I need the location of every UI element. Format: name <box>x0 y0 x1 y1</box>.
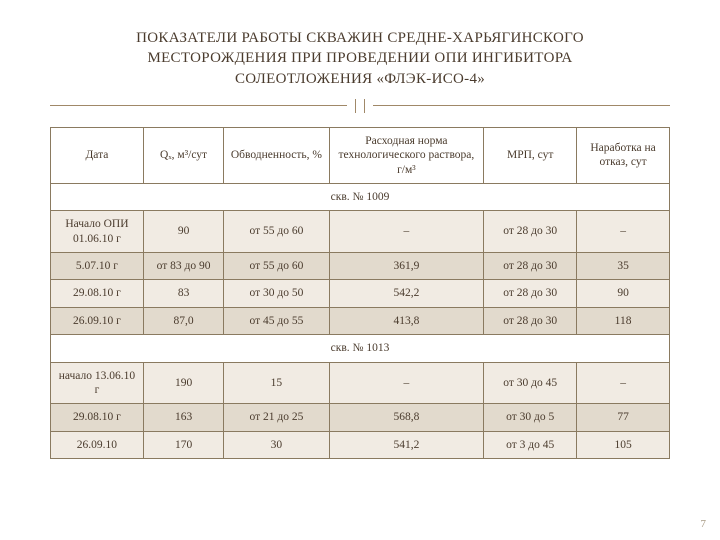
table-cell: 170 <box>143 431 223 458</box>
section-heading: скв. № 1013 <box>51 335 670 362</box>
table-cell: 361,9 <box>329 253 484 280</box>
table-cell: от 28 до 30 <box>484 211 577 253</box>
well-performance-table: ДатаQₓ, м³/сутОбводненность, %Расходная … <box>50 127 670 459</box>
table-cell: 15 <box>224 362 329 404</box>
table-cell: 541,2 <box>329 431 484 458</box>
table-row: 5.07.10 гот 83 до 90от 55 до 60361,9от 2… <box>51 253 670 280</box>
section-heading: скв. № 1009 <box>51 183 670 210</box>
table-cell: Начало ОПИ 01.06.10 г <box>51 211 144 253</box>
table-cell: 105 <box>577 431 670 458</box>
divider-glyph <box>355 99 365 113</box>
col-header-2: Обводненность, % <box>224 127 329 183</box>
table-cell: – <box>577 362 670 404</box>
table-cell: от 3 до 45 <box>484 431 577 458</box>
col-header-4: МРП, сут <box>484 127 577 183</box>
table-cell: от 30 до 45 <box>484 362 577 404</box>
col-header-5: Наработка на отказ, сут <box>577 127 670 183</box>
title-line-1: ПОКАЗАТЕЛИ РАБОТЫ СКВАЖИН СРЕДНЕ-ХАРЬЯГИ… <box>50 28 670 48</box>
table-cell: от 55 до 60 <box>224 253 329 280</box>
table-row: Начало ОПИ 01.06.10 г90от 55 до 60–от 28… <box>51 211 670 253</box>
table-cell: от 28 до 30 <box>484 280 577 307</box>
table-cell: 118 <box>577 307 670 334</box>
table-cell: 163 <box>143 404 223 431</box>
divider-ornament <box>50 99 670 113</box>
page-number: 7 <box>701 518 707 530</box>
col-header-3: Расходная норма технологического раствор… <box>329 127 484 183</box>
table-cell: – <box>329 362 484 404</box>
table-cell: начало 13.06.10 г <box>51 362 144 404</box>
table-row: начало 13.06.10 г19015–от 30 до 45– <box>51 362 670 404</box>
table-cell: 26.09.10 г <box>51 307 144 334</box>
table-row: 26.09.10 г87,0от 45 до 55413,8от 28 до 3… <box>51 307 670 334</box>
title-line-2: МЕСТОРОЖДЕНИЯ ПРИ ПРОВЕДЕНИИ ОПИ ИНГИБИТ… <box>50 48 670 68</box>
table-cell: от 83 до 90 <box>143 253 223 280</box>
col-header-1: Qₓ, м³/сут <box>143 127 223 183</box>
table-cell: от 55 до 60 <box>224 211 329 253</box>
page-title: ПОКАЗАТЕЛИ РАБОТЫ СКВАЖИН СРЕДНЕ-ХАРЬЯГИ… <box>50 28 670 89</box>
table-cell: 5.07.10 г <box>51 253 144 280</box>
table-cell: – <box>577 211 670 253</box>
table-row: 26.09.1017030541,2от 3 до 45105 <box>51 431 670 458</box>
table-row: 29.08.10 г83от 30 до 50542,2от 28 до 309… <box>51 280 670 307</box>
table-cell: 542,2 <box>329 280 484 307</box>
table-cell: 413,8 <box>329 307 484 334</box>
table-cell: 87,0 <box>143 307 223 334</box>
divider-line-left <box>50 105 347 106</box>
table-cell: 190 <box>143 362 223 404</box>
section-heading-row: скв. № 1009 <box>51 183 670 210</box>
table-cell: 90 <box>143 211 223 253</box>
table-cell: 90 <box>577 280 670 307</box>
table-cell: 83 <box>143 280 223 307</box>
col-header-0: Дата <box>51 127 144 183</box>
table-header-row: ДатаQₓ, м³/сутОбводненность, %Расходная … <box>51 127 670 183</box>
table-cell: 568,8 <box>329 404 484 431</box>
table-cell: от 30 до 50 <box>224 280 329 307</box>
table-cell: 26.09.10 <box>51 431 144 458</box>
table-cell: 35 <box>577 253 670 280</box>
title-line-3: СОЛЕОТЛОЖЕНИЯ «ФЛЭК-ИСО-4» <box>50 69 670 89</box>
table-cell: 29.08.10 г <box>51 280 144 307</box>
table-cell: 29.08.10 г <box>51 404 144 431</box>
table-cell: от 30 до 5 <box>484 404 577 431</box>
section-heading-row: скв. № 1013 <box>51 335 670 362</box>
table-cell: от 21 до 25 <box>224 404 329 431</box>
table-cell: от 28 до 30 <box>484 307 577 334</box>
table-cell: 77 <box>577 404 670 431</box>
table-cell: 30 <box>224 431 329 458</box>
table-cell: от 45 до 55 <box>224 307 329 334</box>
table-row: 29.08.10 г163от 21 до 25568,8от 30 до 57… <box>51 404 670 431</box>
table-cell: – <box>329 211 484 253</box>
divider-line-right <box>373 105 670 106</box>
table-cell: от 28 до 30 <box>484 253 577 280</box>
